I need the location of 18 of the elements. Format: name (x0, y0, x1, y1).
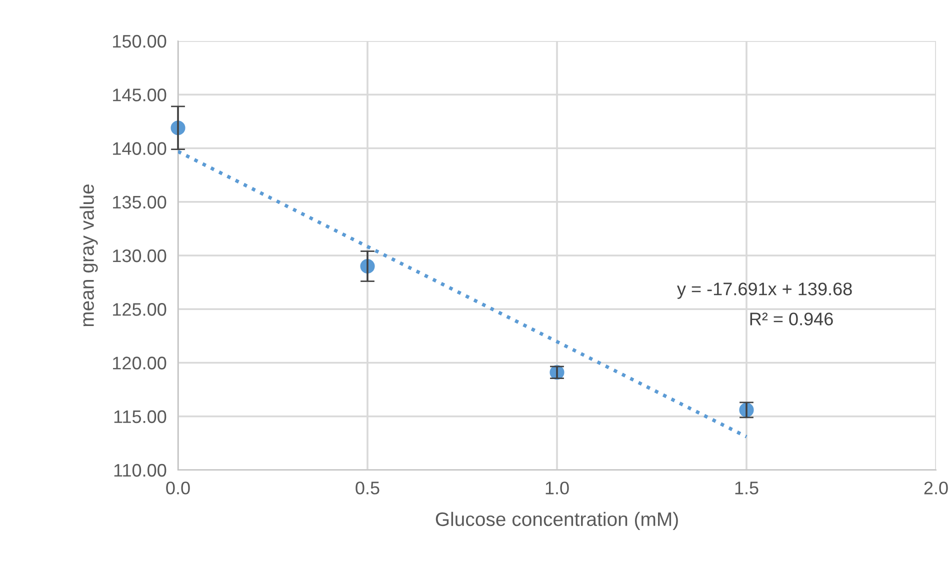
annotation: R² = 0.946 (750, 312, 833, 326)
annotation: y = -17.691x + 139.68 (677, 282, 852, 299)
x-tick-label: 1.0 (546, 482, 569, 494)
y-axis-title: mean gray value (80, 184, 98, 326)
y-tick-label: 120.00 (113, 356, 166, 370)
y-tick-label: 110.00 (114, 464, 166, 477)
y-tick-label: 135.00 (113, 196, 166, 209)
y-tick-label: 145.00 (113, 88, 166, 102)
y-tick-label: 125.00 (113, 303, 166, 316)
y-tick-label: 140.00 (113, 142, 166, 155)
x-tick-label: 1.5 (735, 482, 758, 494)
x-tick-label: 0.0 (166, 482, 190, 494)
y-tick-label: 115.00 (114, 410, 166, 424)
y-tick-label: 150.00 (113, 34, 166, 48)
y-tick-label: 130.00 (113, 249, 166, 262)
x-axis-title: Glucose concentration (mM) (436, 512, 678, 530)
x-tick-label: 0.5 (356, 482, 380, 494)
x-tick-label: 2.0 (924, 482, 948, 494)
